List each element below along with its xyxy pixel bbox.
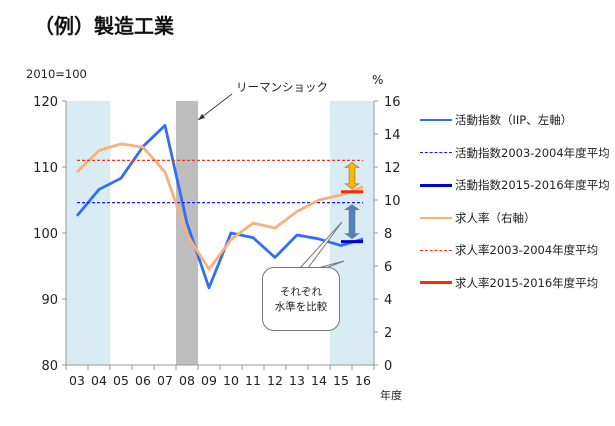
series-line-0 [75,124,364,290]
legend-item: 活動指数（IIP、左軸） [420,104,615,137]
legend-swatch [420,183,452,187]
right-tick-label: 8 [384,227,392,242]
x-tick-label: 03 [69,373,85,388]
x-tick-label: 06 [135,373,151,388]
legend-label: 求人率2003-2004年度平均 [455,243,599,258]
legend-label: 求人率（右軸） [455,210,536,225]
lehman-label: リーマンショック [236,80,328,94]
legend-item: 求人率2003-2004年度平均 [420,234,615,267]
lehman-pointer [197,93,233,121]
right-tick-label: 6 [384,260,392,275]
x-tick-label: 08 [179,373,195,388]
legend-item: 活動指数2003-2004年度平均 [420,137,615,170]
right-tick-label: 4 [384,293,392,308]
left-tick-label: 110 [33,161,58,176]
lehman-arrowhead [198,114,205,120]
legend-label: 活動指数2003-2004年度平均 [455,145,610,160]
legend-swatch [420,281,452,285]
x-tick-label: 04 [91,373,107,388]
right-tick-label: 0 [384,359,392,374]
legend-swatch [420,216,452,219]
legend-label: 活動指数2015-2016年度平均 [455,178,610,193]
job-rate-gap-arrow [344,162,360,190]
right-tick-label: 16 [384,95,401,110]
legend-item: 求人率（右軸） [420,202,615,235]
legend: 活動指数（IIP、左軸） 活動指数2003-2004年度平均 活動指数2015-20… [420,104,615,299]
legend-item: 求人率2015-2016年度平均 [420,267,615,300]
x-tick-label: 10 [223,373,239,388]
x-axis-label: 年度 [380,388,402,402]
right-axis-label: % [372,73,383,87]
x-tick-label: 14 [311,373,327,388]
iip-gap-arrow [344,204,360,239]
legend-item: 活動指数2015-2016年度平均 [420,169,615,202]
x-tick-label: 05 [113,373,129,388]
right-tick-label: 10 [384,194,401,209]
x-tick-label: 11 [245,373,261,388]
x-tick-label: 09 [201,373,217,388]
left-tick-label: 90 [41,293,58,308]
left-tick-label: 120 [33,95,58,110]
legend-swatch [420,152,452,154]
left-tick-label: 80 [41,359,58,374]
callout-line-1: それぞれ [280,286,322,298]
x-tick-label: 07 [157,373,173,388]
legend-swatch [420,249,452,251]
right-tick-label: 14 [384,128,401,143]
x-tick-label: 16 [355,373,371,388]
left-axis-label: 2010=100 [26,67,87,81]
callout-box: それぞれ 水準を比較 [262,267,340,331]
x-tick-label: 12 [267,373,283,388]
series-line-3 [76,142,364,271]
page-title: （例）製造工業 [34,14,174,38]
legend-label: 求人率2015-2016年度平均 [455,275,599,290]
callout-line-2: 水準を比較 [274,301,328,313]
legend-swatch [420,119,452,122]
legend-label: 活動指数（IIP、左軸） [455,113,573,128]
left-tick-label: 100 [33,227,58,242]
right-tick-label: 12 [384,161,401,176]
x-tick-label: 15 [333,373,349,388]
x-tick-label: 13 [289,373,305,388]
shaded-period-0 [66,101,110,365]
right-tick-label: 2 [384,326,392,341]
